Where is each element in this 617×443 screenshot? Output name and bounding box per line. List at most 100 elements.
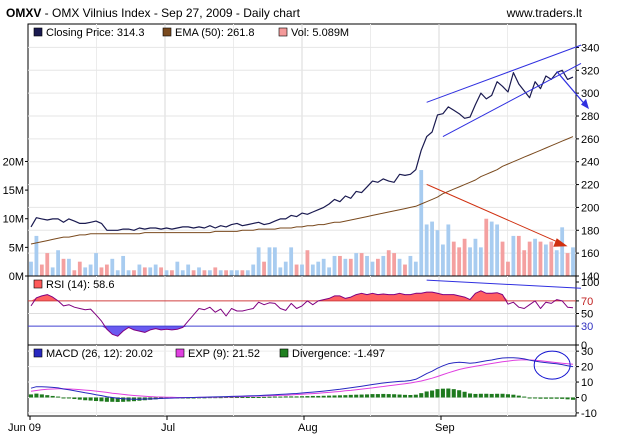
volume-bar bbox=[321, 258, 326, 276]
volume-bar bbox=[544, 244, 548, 276]
price-tick-label: 280 bbox=[581, 111, 599, 123]
divergence-bar bbox=[495, 393, 500, 398]
divergence-bar bbox=[359, 394, 364, 398]
divergence-bar bbox=[245, 397, 250, 399]
divergence-bar bbox=[289, 396, 294, 398]
macd-tick-label: 30 bbox=[581, 346, 593, 358]
volume-bar bbox=[446, 224, 451, 276]
x-tick-label: Sep bbox=[435, 422, 455, 434]
divergence-bar bbox=[99, 397, 104, 402]
volume-bar bbox=[61, 258, 66, 276]
divergence-bar bbox=[327, 395, 332, 398]
volume-bar bbox=[527, 241, 532, 276]
divergence-bar bbox=[283, 396, 288, 398]
divergence-bar bbox=[50, 395, 55, 398]
volume-bar bbox=[142, 267, 147, 276]
volume-bar bbox=[94, 253, 98, 276]
volume-bar bbox=[468, 247, 472, 276]
macd-tick-label: -10 bbox=[581, 408, 597, 420]
volume-bar bbox=[457, 247, 462, 276]
volume-bar bbox=[435, 230, 440, 276]
x-tick-label: Jun 09 bbox=[8, 422, 41, 434]
divergence-bar bbox=[402, 394, 408, 398]
price-tick-label: 340 bbox=[581, 42, 599, 54]
divergence-bar bbox=[28, 394, 34, 398]
price-tick-label: 180 bbox=[581, 225, 599, 237]
divergence-bar bbox=[565, 397, 570, 400]
volume-bar bbox=[554, 250, 559, 276]
divergence-bar bbox=[343, 395, 348, 398]
divergence-bar bbox=[511, 394, 516, 398]
divergence-bar bbox=[262, 396, 267, 398]
ema-line bbox=[30, 136, 574, 245]
divergence-bar bbox=[543, 397, 548, 399]
volume-bar bbox=[77, 261, 82, 276]
divergence-bar bbox=[424, 391, 429, 398]
volume-bar bbox=[565, 253, 570, 276]
rsi-oversold-fill bbox=[31, 326, 573, 337]
volume-bar bbox=[473, 238, 478, 276]
volume-bar bbox=[175, 261, 180, 276]
legend-label: EXP (9): 21.52 bbox=[188, 348, 260, 360]
macd-tick-label: 20 bbox=[581, 362, 593, 374]
chart-title: - OMX Vilnius Index - Sep 27, 2009 - Dai… bbox=[41, 6, 300, 20]
divergence-bar bbox=[489, 393, 494, 398]
volume-bar bbox=[45, 253, 50, 276]
x-axis: Jun 09 Jul Aug Sep bbox=[8, 416, 455, 434]
divergence-bar bbox=[473, 393, 478, 398]
volume-bar bbox=[251, 264, 256, 276]
volume-bar bbox=[235, 270, 239, 276]
volume-bar bbox=[83, 267, 88, 276]
crossover-circle bbox=[533, 350, 571, 380]
volume-bar bbox=[451, 241, 456, 276]
volume-tick-label: 20M bbox=[3, 156, 24, 168]
upper-trend-line bbox=[426, 44, 582, 103]
volume-bar bbox=[224, 270, 229, 276]
divergence-bar bbox=[527, 397, 532, 399]
rsi-trend-line bbox=[426, 279, 582, 289]
divergence-bar bbox=[115, 397, 120, 402]
volume-bar bbox=[256, 247, 261, 276]
volume-bar bbox=[273, 247, 277, 276]
divergence-bar bbox=[375, 394, 380, 398]
volume-bar bbox=[110, 258, 115, 276]
volume-tick-label: 15M bbox=[3, 185, 24, 197]
legend-swatch bbox=[33, 279, 43, 289]
divergence-bar bbox=[294, 396, 299, 398]
down-arrow-head bbox=[581, 98, 589, 110]
volume-bar bbox=[67, 258, 71, 276]
volume-bar bbox=[386, 250, 391, 276]
volume-bar bbox=[186, 264, 191, 276]
volume-tick-label: 5M bbox=[9, 242, 24, 254]
divergence-bar bbox=[570, 397, 576, 400]
x-tick-label: Aug bbox=[298, 422, 318, 434]
macd-panel: -10 0 10 20 30 MACD (26, 12): 20.02 EXP (9): 2… bbox=[27, 344, 597, 420]
divergence-bar bbox=[240, 397, 245, 399]
volume-bar bbox=[343, 258, 348, 276]
volume-bar bbox=[213, 267, 218, 276]
volume-bar bbox=[403, 264, 407, 276]
divergence-bar bbox=[419, 393, 424, 398]
volume-bar bbox=[283, 261, 288, 276]
divergence-bar bbox=[272, 396, 277, 398]
volume-bar bbox=[332, 255, 337, 276]
price-tick-label: 320 bbox=[581, 65, 599, 77]
volume-bar bbox=[278, 267, 283, 276]
volume-bar bbox=[262, 261, 266, 276]
volume-bar bbox=[202, 270, 207, 276]
rsi-tick-label: 50 bbox=[581, 309, 593, 321]
divergence-bar bbox=[549, 397, 554, 399]
divergence-bar bbox=[554, 397, 559, 399]
divergence-bar bbox=[370, 394, 375, 398]
volume-bar bbox=[338, 255, 342, 276]
volume-bar bbox=[413, 261, 418, 276]
divergence-bar bbox=[61, 397, 66, 399]
volume-bar bbox=[359, 253, 364, 276]
divergence-bar bbox=[202, 397, 207, 399]
volume-bar bbox=[571, 247, 575, 276]
rsi-tick-label: 100 bbox=[581, 277, 599, 289]
divergence-bar bbox=[39, 394, 44, 398]
divergence-bar bbox=[446, 388, 451, 398]
divergence-bar bbox=[522, 396, 527, 398]
